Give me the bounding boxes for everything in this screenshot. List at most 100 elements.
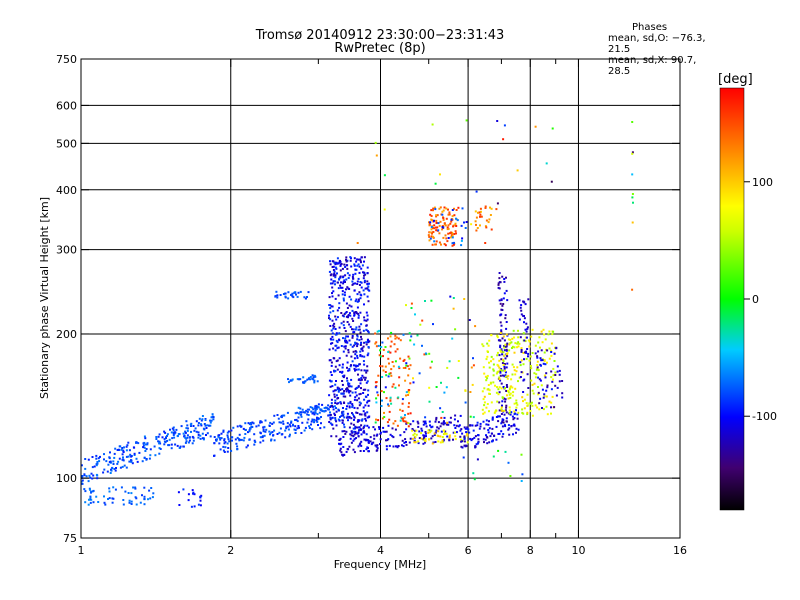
data-point	[286, 422, 289, 425]
data-point	[463, 436, 466, 439]
data-point	[389, 351, 392, 354]
data-point	[366, 318, 369, 321]
data-point	[374, 444, 377, 447]
data-point	[324, 406, 327, 409]
data-point	[288, 435, 291, 438]
data-point	[544, 376, 547, 379]
data-point	[269, 433, 271, 436]
data-point	[289, 433, 291, 436]
data-point	[438, 232, 441, 235]
data-point	[421, 319, 424, 322]
data-point	[515, 409, 517, 412]
data-point	[492, 369, 495, 372]
data-point	[340, 286, 342, 289]
data-point	[443, 422, 446, 425]
data-point	[348, 368, 351, 370]
data-point	[250, 423, 253, 426]
data-point	[334, 399, 337, 402]
data-point	[540, 349, 543, 352]
data-point	[142, 446, 145, 449]
data-point	[400, 416, 403, 419]
data-point	[438, 224, 441, 227]
phases-line-o: mean, sd,O: −76.3, 21.5	[608, 33, 706, 55]
data-point	[304, 297, 307, 300]
data-point	[510, 385, 513, 388]
data-point	[527, 298, 530, 301]
data-point	[333, 261, 336, 264]
data-point	[357, 432, 360, 435]
data-point	[361, 374, 364, 377]
data-point	[186, 436, 189, 439]
data-point	[530, 379, 533, 382]
data-point	[155, 438, 158, 440]
data-point	[391, 385, 394, 388]
data-point	[539, 346, 541, 349]
data-point	[498, 354, 501, 357]
data-point	[213, 436, 216, 438]
data-point	[412, 381, 415, 384]
data-point	[242, 427, 245, 430]
data-point	[293, 428, 296, 431]
data-point	[329, 307, 332, 310]
data-point	[313, 381, 316, 384]
data-point	[223, 451, 226, 453]
data-point	[532, 392, 535, 395]
data-point	[273, 429, 276, 432]
data-point	[211, 413, 214, 416]
data-point	[357, 258, 360, 261]
data-point	[218, 442, 221, 445]
y-axis-title: Stationary phase Virtual Height [km]	[38, 197, 51, 399]
data-point	[205, 427, 208, 429]
data-point	[503, 354, 506, 357]
data-point	[382, 426, 385, 429]
data-point	[499, 313, 502, 316]
data-point	[402, 417, 404, 420]
data-point	[173, 431, 176, 434]
data-point	[503, 124, 506, 127]
data-point	[306, 296, 308, 298]
data-point	[358, 426, 361, 429]
data-point	[501, 309, 504, 311]
data-point	[350, 305, 353, 308]
data-point	[499, 339, 502, 342]
data-point	[336, 281, 339, 284]
data-point	[334, 328, 337, 330]
data-point	[296, 378, 299, 381]
data-point	[362, 360, 365, 363]
data-point	[366, 280, 369, 283]
data-point	[357, 277, 360, 280]
data-point	[547, 333, 550, 336]
data-point	[631, 288, 634, 291]
data-point	[405, 443, 408, 446]
data-point	[348, 288, 351, 290]
data-point	[554, 384, 557, 387]
data-point	[347, 383, 350, 386]
data-point	[504, 314, 507, 317]
data-point	[415, 433, 418, 436]
data-point	[343, 430, 346, 433]
data-point	[447, 208, 449, 211]
data-point	[360, 440, 363, 443]
data-point	[554, 374, 557, 376]
data-point	[365, 311, 368, 314]
data-point	[441, 411, 444, 413]
data-point	[331, 332, 334, 335]
data-point	[550, 401, 553, 404]
data-point	[226, 450, 229, 453]
data-point	[122, 449, 125, 452]
data-point	[365, 328, 368, 331]
data-point	[363, 398, 366, 401]
data-point	[111, 497, 114, 500]
data-point	[352, 328, 355, 331]
data-point	[479, 215, 481, 218]
data-point	[343, 401, 345, 404]
data-point	[125, 449, 128, 452]
data-point	[113, 456, 116, 459]
data-point	[414, 429, 417, 432]
data-point	[326, 407, 329, 410]
data-point	[164, 441, 167, 444]
data-point	[492, 374, 495, 377]
data-point	[209, 419, 212, 422]
data-point	[556, 365, 559, 368]
